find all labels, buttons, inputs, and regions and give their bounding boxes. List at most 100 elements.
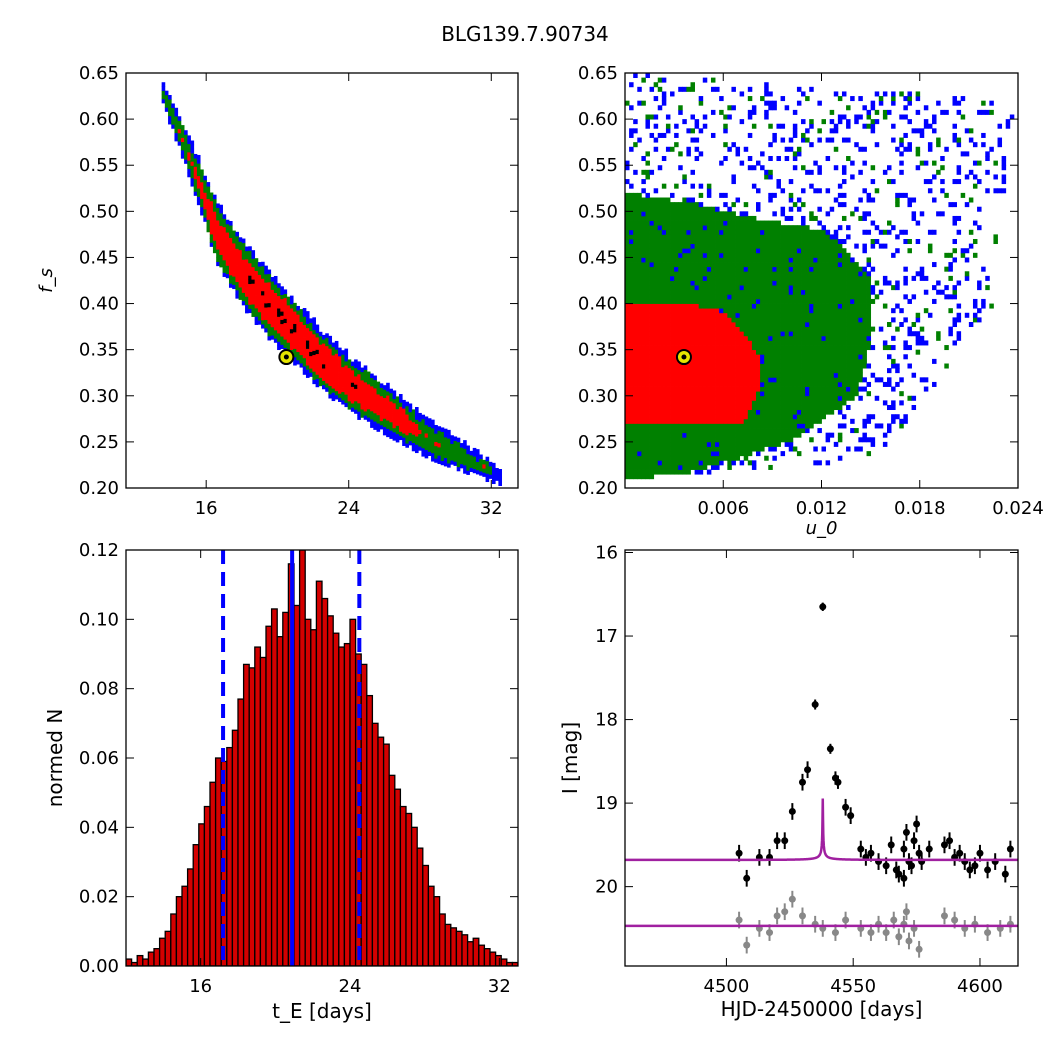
posterior-cell bbox=[443, 436, 448, 442]
posterior-cell bbox=[813, 266, 818, 272]
posterior-cell bbox=[299, 313, 304, 318]
posterior-cell bbox=[756, 322, 761, 328]
posterior-cell bbox=[821, 386, 826, 392]
posterior-cell bbox=[645, 197, 650, 203]
posterior-cell bbox=[670, 451, 675, 457]
posterior-cell bbox=[841, 169, 847, 175]
posterior-cell bbox=[421, 427, 426, 432]
posterior-cell bbox=[727, 248, 732, 254]
posterior-cell bbox=[723, 391, 728, 397]
posterior-cell bbox=[833, 386, 839, 392]
posterior-cell bbox=[379, 416, 384, 422]
posterior-cell bbox=[735, 441, 741, 447]
posterior-cell bbox=[805, 252, 810, 258]
posterior-cell bbox=[760, 386, 765, 392]
posterior-cell bbox=[379, 424, 384, 430]
posterior-cell bbox=[690, 225, 695, 231]
posterior-cell bbox=[653, 322, 659, 328]
posterior-cell bbox=[846, 312, 851, 318]
posterior-cell bbox=[825, 354, 831, 360]
posterior-cell bbox=[915, 128, 921, 134]
posterior-cell bbox=[784, 326, 790, 332]
posterior-cell bbox=[731, 437, 736, 443]
posterior-cell bbox=[788, 137, 794, 143]
posterior-cell bbox=[870, 345, 876, 351]
posterior-cell bbox=[633, 252, 638, 258]
posterior-cell bbox=[715, 215, 720, 221]
posterior-cell bbox=[813, 252, 818, 258]
posterior-cell bbox=[977, 160, 982, 166]
posterior-cell bbox=[850, 266, 855, 272]
posterior-cell bbox=[805, 428, 810, 434]
posterior-cell bbox=[625, 326, 630, 332]
posterior-cell bbox=[841, 358, 847, 364]
posterior-cell bbox=[283, 297, 288, 303]
posterior-cell bbox=[472, 468, 477, 474]
posterior-cell bbox=[694, 432, 700, 438]
posterior-cell bbox=[747, 285, 753, 291]
posterior-cell bbox=[443, 449, 448, 454]
posterior-cell bbox=[735, 322, 741, 328]
posterior-cell bbox=[241, 238, 246, 244]
posterior-cell bbox=[653, 248, 659, 254]
posterior-cell bbox=[870, 441, 876, 447]
posterior-cell bbox=[661, 437, 667, 443]
posterior-cell bbox=[706, 257, 712, 263]
posterior-cell bbox=[825, 372, 831, 378]
posterior-cell bbox=[727, 391, 732, 397]
posterior-cell bbox=[723, 326, 728, 332]
posterior-cell bbox=[633, 234, 638, 240]
posterior-cell bbox=[251, 312, 256, 317]
posterior-cell bbox=[841, 294, 847, 300]
posterior-cell bbox=[633, 280, 638, 286]
posterior-cell bbox=[267, 315, 272, 320]
posterior-cell bbox=[821, 381, 826, 387]
posterior-cell bbox=[796, 86, 802, 92]
posterior-cell bbox=[312, 375, 316, 380]
posterior-cell bbox=[661, 469, 667, 475]
posterior-cell bbox=[784, 308, 790, 314]
posterior-cell bbox=[682, 469, 687, 475]
posterior-cell bbox=[633, 326, 638, 332]
posterior-cell bbox=[866, 262, 872, 268]
posterior-cell bbox=[653, 312, 659, 318]
posterior-cell bbox=[682, 405, 687, 411]
posterior-cell bbox=[645, 312, 650, 318]
posterior-cell bbox=[829, 206, 835, 212]
posterior-cell bbox=[903, 192, 908, 198]
posterior-cell bbox=[389, 409, 393, 414]
posterior-cell bbox=[956, 137, 962, 143]
posterior-cell bbox=[645, 441, 650, 447]
posterior-cell bbox=[866, 326, 872, 332]
posterior-cell bbox=[964, 202, 970, 208]
posterior-cell bbox=[780, 386, 786, 392]
posterior-cell bbox=[764, 275, 769, 281]
posterior-cell bbox=[637, 409, 642, 415]
posterior-cell bbox=[485, 469, 490, 474]
posterior-cell bbox=[915, 220, 921, 226]
posterior-cell bbox=[756, 405, 761, 411]
posterior-cell bbox=[235, 294, 240, 299]
posterior-cell bbox=[386, 399, 390, 404]
posterior-cell bbox=[309, 372, 313, 377]
posterior-cell bbox=[850, 317, 855, 323]
posterior-cell bbox=[747, 354, 753, 360]
posterior-cell bbox=[338, 393, 342, 398]
posterior-cell bbox=[911, 197, 917, 203]
posterior-cell bbox=[919, 377, 925, 383]
posterior-cell bbox=[437, 434, 442, 440]
posterior-cell bbox=[350, 369, 355, 375]
posterior-cell bbox=[200, 198, 204, 204]
posterior-cell bbox=[809, 317, 814, 323]
posterior-cell bbox=[678, 206, 683, 212]
posterior-cell bbox=[682, 432, 687, 438]
posterior-cell bbox=[665, 451, 671, 457]
posterior-cell bbox=[923, 160, 929, 166]
posterior-cell bbox=[915, 165, 921, 171]
posterior-cell bbox=[809, 86, 814, 92]
posterior-cell bbox=[475, 461, 480, 467]
posterior-cell bbox=[629, 289, 634, 295]
posterior-cell bbox=[772, 317, 777, 323]
posterior-cell bbox=[686, 151, 691, 157]
posterior-cell bbox=[780, 257, 786, 263]
